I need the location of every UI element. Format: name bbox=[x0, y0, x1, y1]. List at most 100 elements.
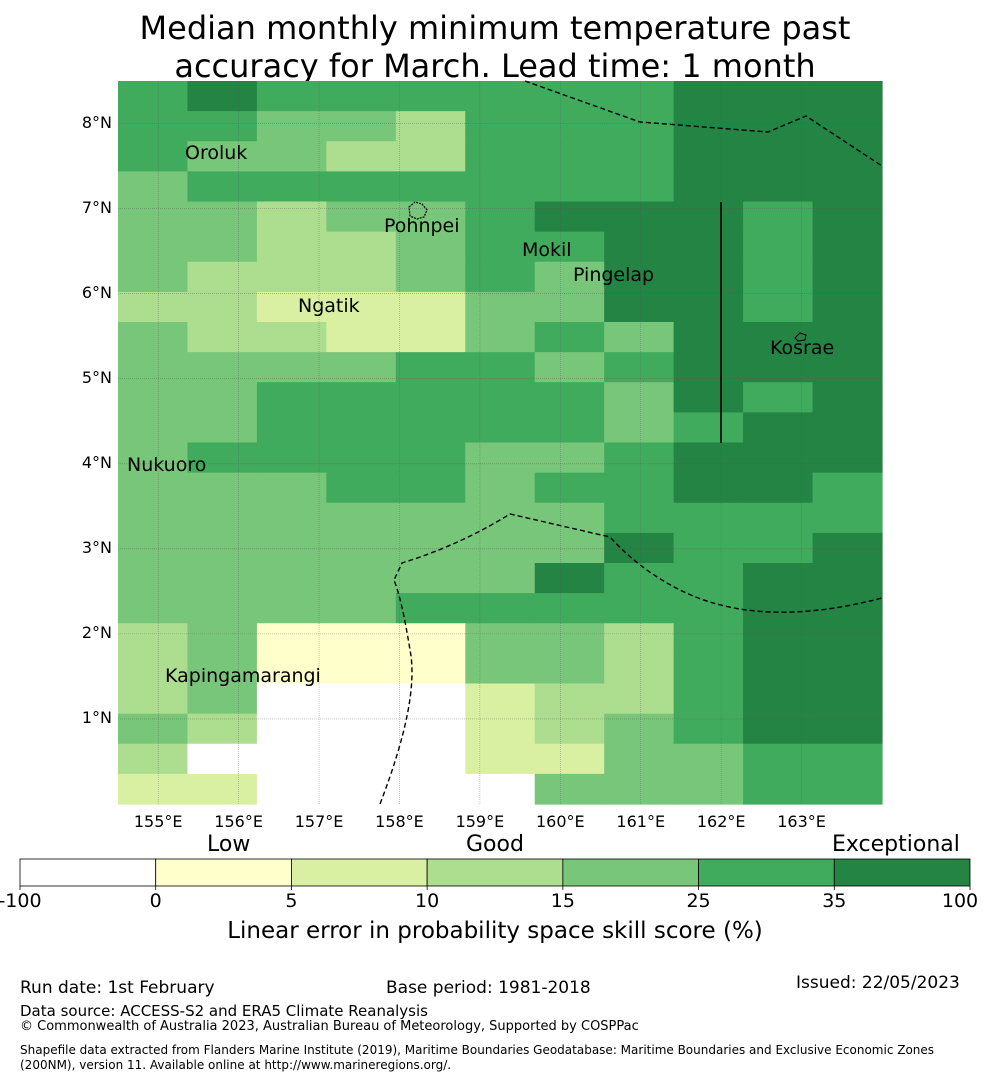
skill-cell bbox=[534, 231, 605, 263]
place-label-oroluk: Oroluk bbox=[185, 142, 248, 164]
skill-cell bbox=[604, 683, 675, 715]
skill-cell bbox=[118, 532, 189, 564]
colorbar-label: Linear error in probability space skill … bbox=[227, 918, 763, 944]
skill-cell bbox=[743, 502, 814, 534]
skill-cell bbox=[604, 563, 675, 594]
skill-cell bbox=[395, 231, 466, 263]
skill-cell bbox=[256, 713, 327, 745]
skill-cell bbox=[256, 201, 327, 233]
island-outlines bbox=[408, 201, 807, 342]
skill-cell bbox=[812, 291, 883, 323]
colorbar-segment bbox=[19, 858, 157, 887]
skill-cell bbox=[187, 563, 258, 594]
skill-cell bbox=[118, 653, 189, 685]
place-label-kosrae: Kosrae bbox=[770, 337, 835, 359]
skill-cell bbox=[326, 593, 397, 624]
skill-cell bbox=[326, 743, 397, 775]
skill-cell bbox=[118, 352, 189, 383]
skill-cell bbox=[256, 261, 327, 293]
skill-cell bbox=[812, 141, 883, 172]
skill-cell bbox=[395, 291, 466, 323]
skill-cell bbox=[465, 382, 536, 413]
skill-cell bbox=[118, 111, 189, 142]
colorbar-tick-label: 35 bbox=[822, 890, 847, 912]
skill-cell bbox=[673, 382, 744, 413]
skill-cell bbox=[118, 141, 189, 172]
skill-cell bbox=[326, 352, 397, 383]
skill-cell bbox=[187, 171, 258, 203]
skill-cell bbox=[673, 171, 744, 203]
place-label-mokil: Mokil bbox=[522, 239, 572, 261]
colorbar-tick-label: 5 bbox=[285, 890, 298, 912]
skill-cell bbox=[118, 713, 189, 745]
eez-boundary-south bbox=[379, 513, 883, 805]
skill-cell bbox=[465, 111, 536, 142]
skill-cell bbox=[534, 352, 605, 383]
skill-cell bbox=[118, 442, 189, 474]
skill-cell bbox=[534, 653, 605, 685]
skill-cell bbox=[187, 593, 258, 624]
skill-cell bbox=[812, 563, 883, 594]
skill-cell bbox=[118, 502, 189, 534]
skill-cell bbox=[256, 653, 327, 685]
skill-cell bbox=[673, 111, 744, 142]
skill-cell bbox=[256, 81, 327, 112]
colorbar-tick-label: 0 bbox=[149, 890, 162, 912]
colorbar bbox=[19, 858, 971, 890]
skill-cell bbox=[673, 442, 744, 474]
skill-cell bbox=[812, 412, 883, 444]
skill-cell bbox=[326, 472, 397, 504]
skill-cell bbox=[326, 171, 397, 203]
skill-cell bbox=[743, 442, 814, 474]
skill-cell bbox=[465, 141, 536, 172]
skill-cell bbox=[465, 653, 536, 685]
skill-cell bbox=[465, 713, 536, 745]
skill-cell bbox=[118, 81, 189, 112]
skill-cell bbox=[256, 563, 327, 594]
skill-cell bbox=[743, 141, 814, 172]
skill-cell bbox=[187, 502, 258, 534]
skill-cell bbox=[743, 291, 814, 323]
place-label-pohnpei: Pohnpei bbox=[384, 215, 460, 237]
skill-cell bbox=[395, 532, 466, 564]
x-tick-label: 161°E bbox=[616, 812, 666, 831]
skill-cell bbox=[326, 111, 397, 142]
skill-cell bbox=[187, 261, 258, 293]
skill-cell bbox=[534, 593, 605, 624]
skill-cell bbox=[534, 472, 605, 504]
pohnpei-island-shape bbox=[408, 201, 428, 220]
skill-cell bbox=[812, 593, 883, 624]
skill-cell bbox=[534, 713, 605, 745]
eez-boundaries bbox=[379, 80, 883, 805]
skill-cell bbox=[395, 111, 466, 142]
y-tick-label: 5°N bbox=[81, 367, 112, 387]
skill-cell bbox=[534, 412, 605, 444]
skill-cell bbox=[534, 563, 605, 594]
x-tick-label: 155°E bbox=[133, 812, 183, 831]
skill-cell bbox=[187, 442, 258, 474]
skill-cell bbox=[604, 743, 675, 775]
skill-cell bbox=[812, 111, 883, 142]
skill-cell bbox=[118, 171, 189, 203]
skill-cell bbox=[118, 412, 189, 444]
data-source: Data source: ACCESS-S2 and ERA5 Climate … bbox=[20, 1002, 428, 1020]
skill-cell bbox=[604, 141, 675, 172]
y-tick-label: 2°N bbox=[81, 622, 112, 642]
skill-cell bbox=[256, 472, 327, 504]
skill-cell bbox=[534, 773, 605, 805]
skill-cell bbox=[743, 201, 814, 233]
skill-cell bbox=[187, 532, 258, 564]
skill-cell bbox=[395, 412, 466, 444]
skill-cell bbox=[465, 231, 536, 263]
skill-cell bbox=[465, 563, 536, 594]
skill-cell bbox=[326, 81, 397, 112]
skill-cell bbox=[395, 653, 466, 685]
skill-cell bbox=[326, 412, 397, 444]
skill-cell bbox=[604, 231, 675, 263]
skill-cell bbox=[534, 322, 605, 353]
map-title-line-1: Median monthly minimum temperature past bbox=[139, 9, 851, 47]
skill-cell bbox=[395, 502, 466, 534]
skill-cell bbox=[673, 322, 744, 353]
skill-cell bbox=[812, 532, 883, 564]
skill-cell bbox=[256, 322, 327, 353]
